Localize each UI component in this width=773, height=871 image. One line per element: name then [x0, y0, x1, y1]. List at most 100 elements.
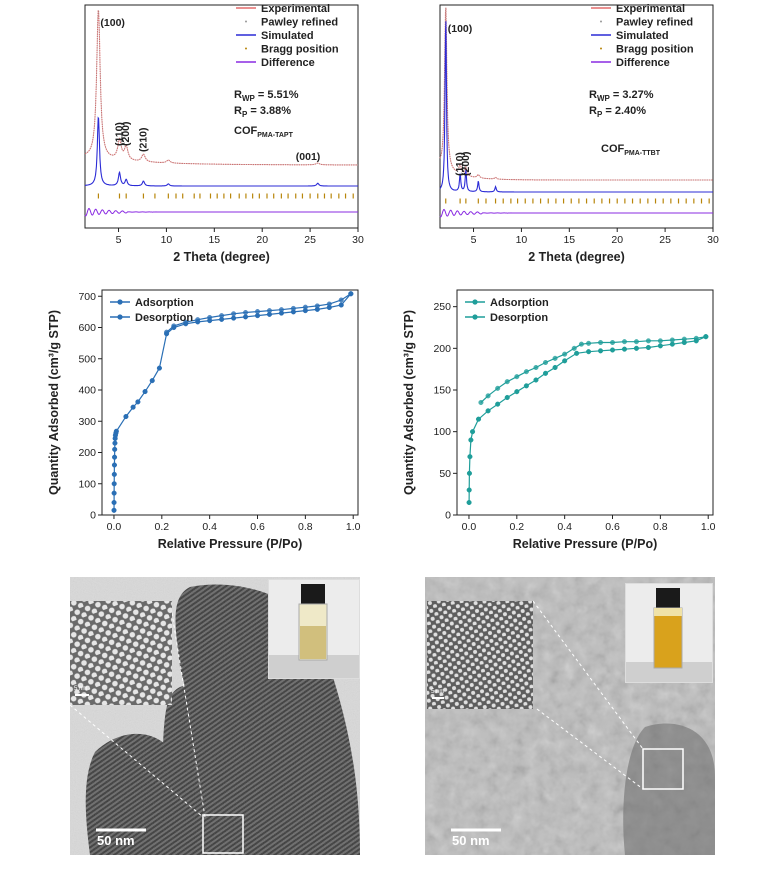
- y-tick-label: 600: [78, 322, 96, 334]
- legend-label: Pawley refined: [261, 17, 338, 29]
- legend-label: Pawley refined: [616, 17, 693, 29]
- vial-photo-inset: [625, 583, 713, 683]
- legend-label: Simulated: [261, 30, 314, 42]
- adsorption-point: [111, 471, 117, 477]
- adsorption-line: [468, 336, 707, 503]
- y-tick-label: 50: [439, 468, 451, 480]
- y-tick-label: 0: [90, 510, 96, 522]
- y-tick-label: 150: [433, 385, 451, 397]
- xrd-panel-tapt: 5 10 15 20 25 30 2 Theta (degree) (100) (110) (20…: [40, 0, 370, 270]
- y-tick-label: 250: [433, 301, 451, 313]
- adsorption-point: [130, 404, 136, 410]
- y-tick-label: 0: [445, 510, 451, 522]
- peak-label: (110): [113, 122, 125, 146]
- x-tick-label: 0.8: [653, 521, 668, 533]
- peak-label: (210): [137, 127, 149, 152]
- desorption-point: [578, 341, 584, 347]
- legend-label: Bragg position: [261, 44, 339, 56]
- adsorption-point: [669, 341, 675, 347]
- adsorption-point: [112, 454, 118, 460]
- adsorption-point: [243, 314, 249, 320]
- legend-marker: [117, 299, 123, 305]
- desorption-point: [326, 301, 332, 307]
- desorption-point: [681, 336, 687, 342]
- adsorption-point: [135, 399, 141, 405]
- adsorption-point: [123, 414, 129, 420]
- main-scale-label: 50 nm: [97, 833, 135, 848]
- tem-image-tapt: 5 nm 50 nm: [70, 577, 360, 855]
- adsorption-point: [586, 349, 592, 355]
- adsorption-point: [470, 429, 476, 435]
- adsorption-point: [467, 454, 473, 460]
- rwp-stat: RWP = 3.27%: [589, 89, 654, 103]
- y-axis-label: Quantity Adsorbed (cm³/g STP): [402, 310, 416, 495]
- plot-frame: [439, 4, 714, 229]
- adsorption-point: [504, 394, 510, 401]
- y-tick-label: 200: [433, 343, 451, 355]
- peak-label: (200): [460, 151, 472, 176]
- legend-swatch: [600, 47, 602, 50]
- x-tick-label: 5: [471, 234, 477, 246]
- adsorption-point: [111, 481, 117, 487]
- adsorption-point: [542, 370, 549, 376]
- desorption-point: [231, 311, 237, 317]
- desorption-point: [552, 355, 558, 361]
- legend-label: Adsorption: [490, 297, 549, 309]
- x-tick-label: 5: [116, 234, 122, 246]
- xrd-chart-ttbt: 5 10 15 20 25 30 2 Theta (degree) (100) (110)(20…: [439, 3, 719, 264]
- x-tick-label: 25: [304, 234, 316, 246]
- desorption-point: [571, 345, 577, 351]
- legend-label: Desorption: [135, 312, 193, 324]
- desorption-point: [314, 303, 320, 309]
- adsorption-point: [657, 343, 663, 349]
- desorption-point: [171, 323, 177, 329]
- plot-frame: [84, 4, 359, 229]
- adsorption-point: [468, 437, 474, 443]
- desorption-point: [266, 308, 273, 314]
- simulated-series: [439, 21, 713, 193]
- desorption-point: [657, 338, 663, 344]
- adsorption-point: [633, 345, 639, 351]
- desorption-point: [514, 374, 520, 380]
- peak-label: (100): [100, 17, 125, 29]
- legend-swatch: [245, 47, 247, 50]
- x-tick-label: 0.2: [510, 521, 525, 533]
- desorption-point: [254, 309, 261, 315]
- x-tick-label: 0.6: [605, 521, 620, 533]
- legend-marker: [117, 314, 123, 320]
- bet-panel-ttbt: 0.0 0.2 0.4 0.6 0.8 1.0 0 50 100 150 200 250 Relativ…: [395, 280, 725, 570]
- legend-marker: [472, 314, 478, 320]
- adsorption-line: [113, 293, 352, 511]
- adsorption-point: [514, 389, 520, 395]
- adsorption-point: [338, 302, 344, 308]
- y-tick-label: 400: [78, 385, 96, 397]
- x-tick-label: 10: [161, 234, 173, 246]
- experimental-series: [439, 7, 713, 181]
- x-tick-label: 30: [707, 234, 719, 246]
- desorption-point: [278, 307, 284, 313]
- adsorption-point: [562, 358, 568, 364]
- plot-frame: [456, 289, 714, 516]
- desorption-point: [633, 339, 639, 345]
- x-tick-label: 25: [659, 234, 671, 246]
- desorption-point: [542, 359, 549, 366]
- x-tick-label: 0.2: [155, 521, 170, 533]
- pawley-refined-series: [84, 9, 358, 166]
- adsorption-point: [231, 315, 237, 321]
- desorption-point: [485, 393, 491, 399]
- xrd-panel-ttbt: 5 10 15 20 25 30 2 Theta (degree) (100) (110) (20…: [395, 0, 725, 270]
- simulated-series: [84, 116, 358, 187]
- adsorption-point: [111, 499, 117, 506]
- adsorption-point: [142, 389, 148, 395]
- legend-swatch: [245, 20, 247, 23]
- y-tick-label: 100: [433, 426, 451, 438]
- legend-label: Bragg position: [616, 44, 694, 56]
- inset-scale-label: 5 nm: [431, 689, 445, 695]
- desorption-point: [645, 338, 651, 344]
- desorption-point: [495, 385, 501, 391]
- desorption-point: [219, 313, 225, 319]
- legend-marker: [472, 299, 478, 305]
- desorption-point: [183, 319, 189, 325]
- x-axis-label: 2 Theta (degree): [528, 250, 625, 264]
- adsorption-point: [149, 378, 155, 384]
